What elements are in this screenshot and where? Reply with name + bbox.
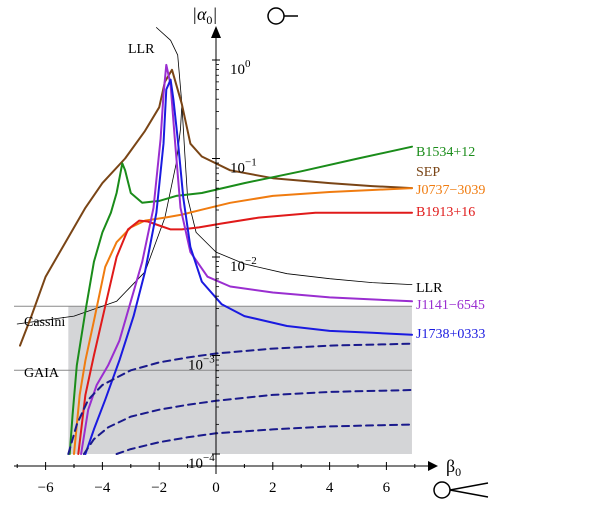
x-tick-label: −4 <box>94 480 110 496</box>
x-tick-label: −2 <box>151 480 167 496</box>
label-b1913: B1913+16 <box>416 205 475 220</box>
label-b1534: B1534+12 <box>416 145 475 160</box>
curve-future-3-10 <box>115 423 413 455</box>
curve-future-1-8 <box>67 342 413 455</box>
curve-b1913-16-5 <box>77 211 413 455</box>
label-j1141: J1141−6545 <box>416 298 485 313</box>
x-axis-arrow <box>428 461 438 471</box>
y-tick-label: 10−1 <box>230 157 257 177</box>
x-tick-label: 0 <box>212 480 220 496</box>
curve-j1738-0333-7 <box>84 78 413 455</box>
label-j1738: J1738+0333 <box>416 327 485 342</box>
label-llr-top: LLR <box>128 42 155 57</box>
y-tick-label: 100 <box>230 58 251 78</box>
y-tick-label: 10−4 <box>188 452 215 472</box>
label-cassini: Cassini <box>24 315 65 330</box>
label-llr-right: LLR <box>416 281 443 296</box>
x-tick-label: 2 <box>269 480 277 496</box>
curve-b1534-12-3 <box>68 145 413 455</box>
curve-llr-1 <box>181 103 413 285</box>
y-axis-arrow <box>211 26 221 38</box>
x-tick-label: 6 <box>383 480 391 496</box>
label-j0737: J0737−3039 <box>416 183 485 198</box>
curve-j1141-6545-6 <box>80 63 413 455</box>
y-tick-label: 10−3 <box>188 354 215 374</box>
quadratic-vertex-icon <box>433 481 451 499</box>
coupling-vertex-icon <box>267 7 285 25</box>
y-axis-title: |α0| <box>192 4 217 27</box>
quadratic-lines-icon <box>449 482 489 498</box>
excluded-region <box>68 306 412 454</box>
curve-future-2-9 <box>82 389 413 455</box>
y-tick-label: 10−2 <box>230 255 257 275</box>
x-tick-label: −6 <box>38 480 54 496</box>
label-sep: SEP <box>416 165 440 180</box>
label-gaia: GAIA <box>24 366 60 381</box>
x-tick-label: 4 <box>326 480 334 496</box>
x-axis-title: β0 <box>446 456 461 479</box>
